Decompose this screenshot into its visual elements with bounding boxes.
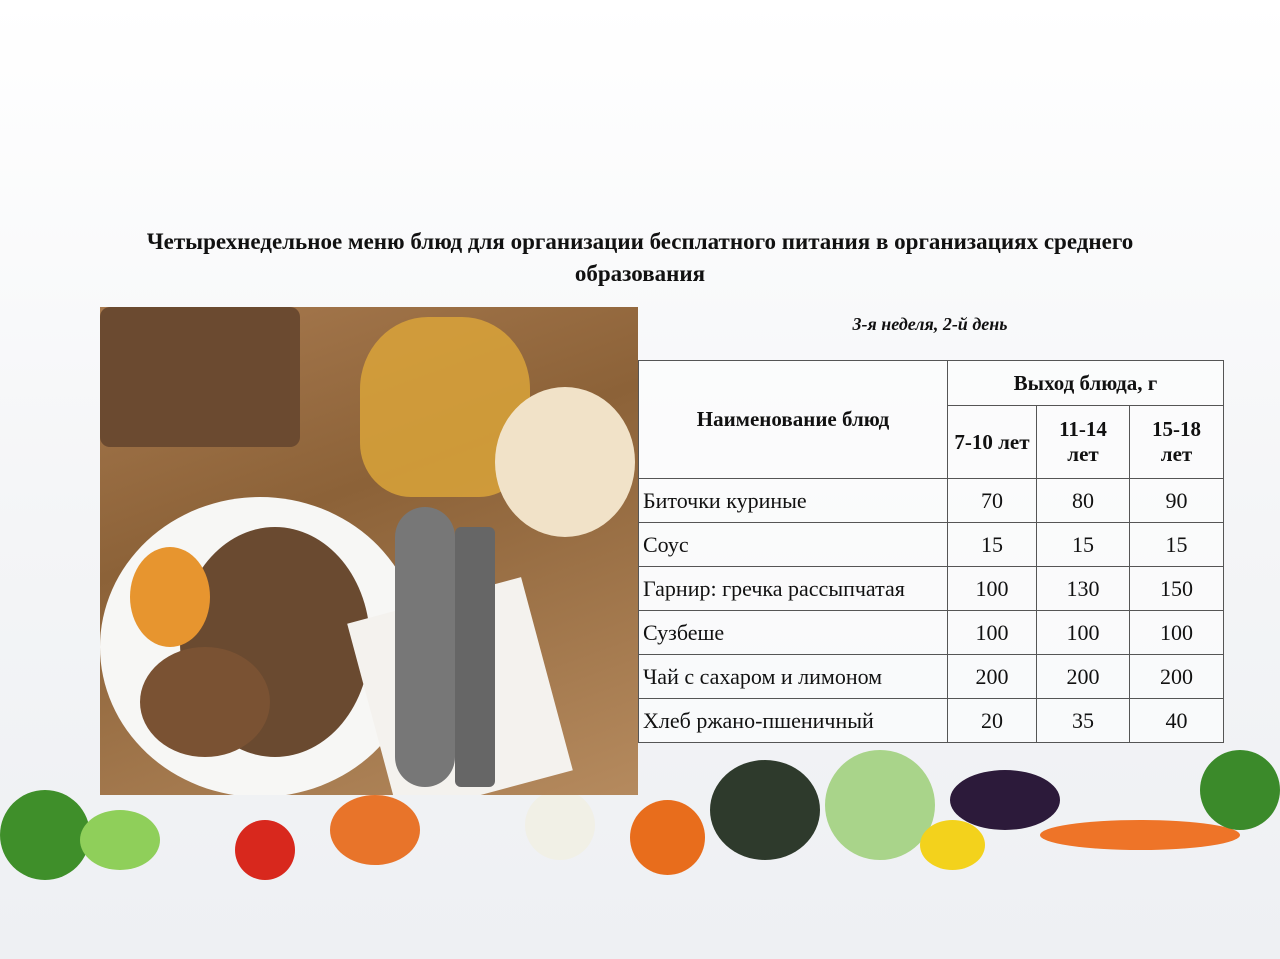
dish-name-header: Наименование блюд: [638, 360, 948, 479]
yield-value: 200: [947, 654, 1037, 699]
week-day-subtitle: 3-я неделя, 2-й день: [852, 314, 1008, 334]
table-row: Сузбеше 100 100 100: [638, 610, 1224, 655]
menu-table: Наименование блюд Выход блюда, г 7-10 ле…: [638, 360, 1224, 743]
dish-name: Чай с сахаром и лимоном: [638, 654, 948, 699]
page-title: Четырехнедельное меню блюд для организац…: [146, 229, 1134, 286]
yield-value: 70: [947, 478, 1037, 523]
table-row: Чай с сахаром и лимоном 200 200 200: [638, 654, 1224, 699]
yield-value: 80: [1036, 478, 1130, 523]
dish-name: Хлеб ржано-пшеничный: [638, 698, 948, 743]
yield-value: 200: [1036, 654, 1130, 699]
yield-value: 150: [1129, 566, 1224, 611]
meal-photo: [100, 307, 638, 795]
table-row: Хлеб ржано-пшеничный 20 35 40: [638, 698, 1224, 743]
yield-value: 35: [1036, 698, 1130, 743]
yield-value: 100: [1129, 610, 1224, 655]
dish-name: Биточки куриные: [638, 478, 948, 523]
yield-value: 90: [1129, 478, 1224, 523]
age-group-header: 7-10 лет: [947, 405, 1037, 479]
dish-name: Гарнир: гречка рассыпчатая: [638, 566, 948, 611]
age-group-header: 11-14 лет: [1036, 405, 1130, 479]
dish-name: Соус: [638, 522, 948, 567]
yield-value: 15: [1129, 522, 1224, 567]
yield-value: 100: [947, 610, 1037, 655]
yield-value: 15: [947, 522, 1037, 567]
yield-value: 130: [1036, 566, 1130, 611]
table-row: Соус 15 15 15: [638, 522, 1224, 567]
table-row: Биточки куриные 70 80 90: [638, 478, 1224, 523]
yield-value: 15: [1036, 522, 1130, 567]
age-group-header: 15-18 лет: [1129, 405, 1224, 479]
yield-header: Выход блюда, г: [947, 360, 1224, 406]
decorative-vegetables: [0, 750, 1280, 900]
yield-value: 200: [1129, 654, 1224, 699]
table-row: Гарнир: гречка рассыпчатая 100 130 150: [638, 566, 1224, 611]
yield-value: 40: [1129, 698, 1224, 743]
dish-name: Сузбеше: [638, 610, 948, 655]
yield-value: 20: [947, 698, 1037, 743]
yield-value: 100: [947, 566, 1037, 611]
yield-value: 100: [1036, 610, 1130, 655]
